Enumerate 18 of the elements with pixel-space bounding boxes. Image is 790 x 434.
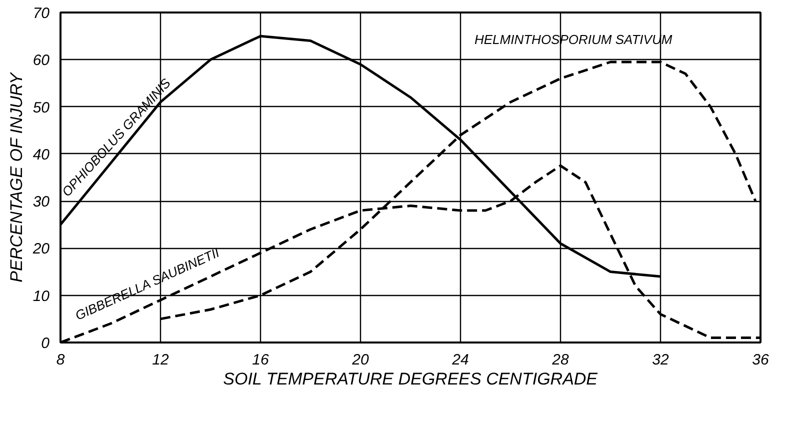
x-axis-title: SOIL TEMPERATURE DEGREES CENTIGRADE [223,370,598,388]
x-tick-label: 8 [56,352,66,368]
x-tick-label: 20 [351,352,370,368]
y-tick-label: 50 [32,99,50,116]
y-tick-label: 70 [32,5,50,22]
y-tick-label: 40 [32,146,50,164]
y-tick-label: 60 [32,52,50,70]
y-tick-label: 30 [32,194,50,211]
y-tick-label: 20 [32,240,50,258]
x-tick-label: 32 [652,352,670,368]
x-tick-label: 24 [451,352,469,368]
x-tick-label: 16 [252,352,270,368]
x-tick-label: 36 [752,352,770,368]
x-tick-label: 28 [551,352,570,368]
x-tick-label: 12 [152,352,170,368]
y-tick-label: 0 [41,335,50,352]
y-tick-label: 10 [32,288,50,305]
y-axis-title: PERCENTAGE OF INJURY [6,71,26,282]
